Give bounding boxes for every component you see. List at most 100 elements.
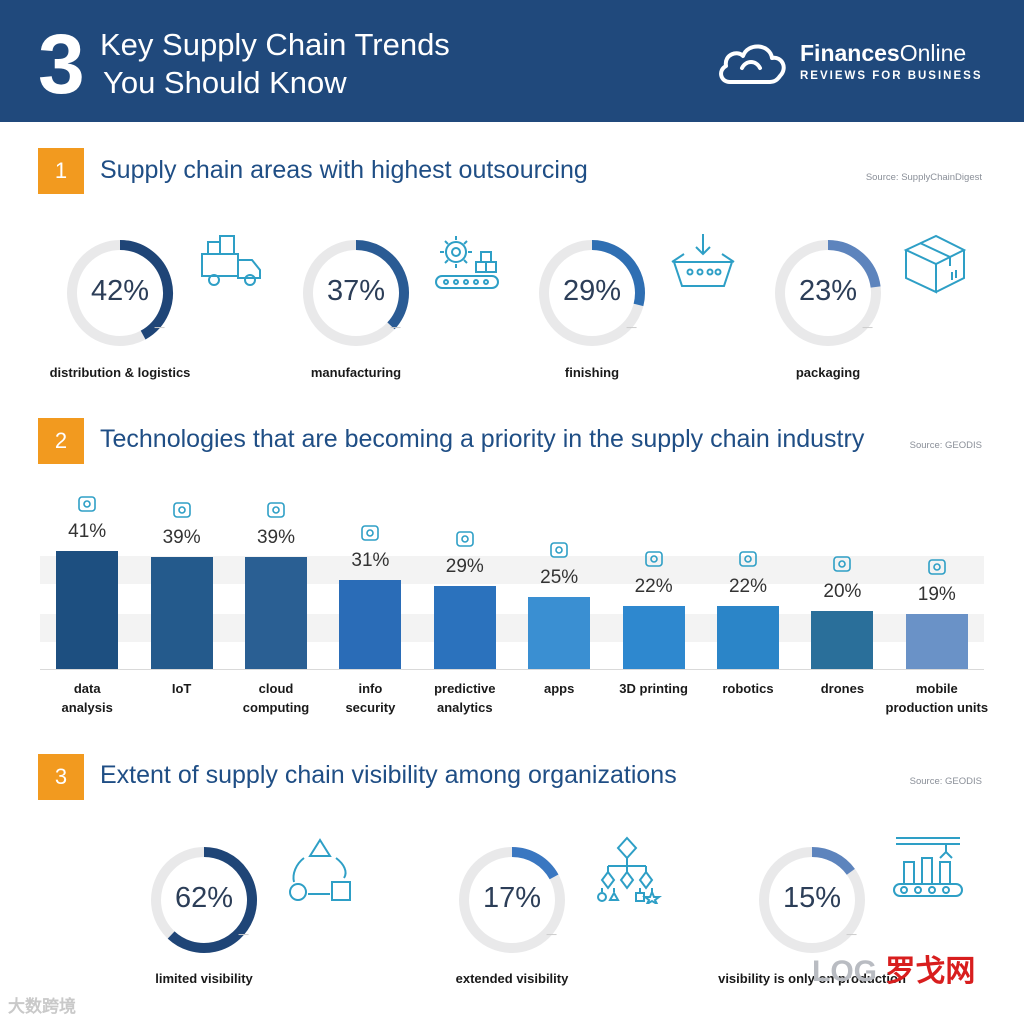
box-icon (903, 234, 967, 294)
bar (905, 614, 968, 669)
tech-icon-shape (272, 505, 280, 514)
tech-icon-shape (455, 530, 474, 547)
tech-icon (550, 542, 568, 558)
bar-category-label-line: 3D printing (619, 681, 688, 696)
tech-icon-shape (555, 546, 563, 554)
donut-value: 15% (782, 882, 842, 914)
donut-category-label: distribution & logistics (49, 365, 191, 380)
donut-category-label: finishing (564, 365, 620, 380)
tech-icon-shape (838, 560, 847, 569)
bar-category-label-line: predictive (434, 681, 496, 696)
watermark-left: 大数跨境 (8, 997, 76, 1016)
section-1-number: 1 (38, 148, 84, 194)
cloud-logo-icon (719, 44, 786, 84)
donut-arc (511, 847, 559, 880)
tech-icon-shape (739, 550, 757, 567)
tech-icon-shape (644, 550, 663, 567)
tech-icon (739, 550, 757, 567)
donut-value: 62% (174, 882, 234, 914)
section-1-title: Supply chain areas with highest outsourc… (100, 156, 588, 184)
bar (339, 579, 402, 669)
bar-value-label: 39% (256, 526, 296, 548)
donut-ring (151, 847, 257, 953)
donut-category-label: packaging (795, 365, 861, 380)
bar-category-label-line: security (345, 700, 396, 715)
donut-arc (119, 240, 173, 340)
tech-icon (455, 530, 474, 547)
brand-name: FinancesOnline (800, 40, 967, 66)
cycle-shapes-icon (289, 838, 351, 901)
tech-icon (833, 556, 852, 573)
section-3-title: Extent of supply chain visibility among … (100, 761, 677, 789)
section-2-title: Technologies that are becoming a priorit… (100, 425, 865, 453)
donut-value: 37% (326, 275, 386, 307)
header-banner: 3 Key Supply Chain Trends You Should Kno… (0, 0, 1024, 122)
bar (150, 556, 213, 669)
tech-icon-shape (744, 554, 752, 563)
bar-value-label: 29% (445, 555, 484, 577)
donut-arc (591, 240, 645, 307)
donut-ring (303, 240, 409, 346)
header-number: 3 (38, 17, 85, 111)
page-title: Key Supply Chain Trends You Should Know (100, 26, 450, 102)
tech-icon-shape (83, 500, 91, 508)
tech-icon-shape (550, 542, 568, 558)
bar-category-label: mobile production units (882, 679, 992, 717)
tech-icon (361, 524, 380, 541)
section-2-number: 2 (38, 418, 84, 464)
bar-category-label: cloud computing (221, 679, 331, 717)
bar (433, 585, 496, 669)
tech-icon-shape (649, 554, 658, 563)
bar-category-label-line: drones (820, 681, 865, 696)
bar-category-label: apps (504, 679, 614, 698)
bar-value-label: 22% (728, 575, 768, 597)
bar (245, 556, 307, 669)
bar-category-label: 3D printing (599, 679, 709, 698)
tech-icon-shape (267, 501, 285, 518)
bar (622, 605, 685, 669)
donut-ring (539, 240, 645, 346)
bar-category-label: predictive analytics (410, 679, 520, 717)
donut-value: 17% (482, 882, 542, 914)
donut-category-label: manufacturing (310, 365, 402, 380)
donut-arc (355, 240, 409, 330)
bar-category-label-line: production units (885, 700, 989, 715)
donut-value: 42% (90, 275, 150, 307)
tech-icon-shape (932, 563, 941, 572)
tech-icon (172, 501, 191, 518)
bar-category-label-line: info (358, 681, 383, 696)
bar-category-label-line: cloud (258, 681, 294, 696)
bar-category-label: IoT (127, 679, 237, 698)
tech-icon (78, 496, 96, 512)
tech-icon-shape (361, 524, 380, 541)
watermark-right: LOG 罗戈网 (812, 955, 976, 988)
title-line-1: Key Supply Chain Trends (100, 27, 450, 62)
bar-category-label-line: IoT (171, 681, 192, 696)
production-line-icon (893, 837, 963, 897)
gear-conveyor-icon (435, 236, 499, 289)
section-2-source: Source: GEODIS (909, 440, 982, 451)
tech-icon-shape (177, 505, 186, 514)
bar (56, 551, 119, 669)
bar-category-label: info security (315, 679, 425, 717)
donut-value: 23% (798, 275, 858, 307)
truck-icon (201, 235, 261, 286)
tree-diagram-icon (597, 836, 662, 904)
donut-ring (759, 847, 865, 953)
bar-category-label-line: apps (544, 681, 575, 696)
donut-category-label: limited visibility (155, 971, 253, 986)
donut-category-label: extended visibility (455, 971, 569, 986)
donut-ring (459, 847, 565, 953)
technology-bar-chart: 41% data analysis 39% IoT 39% cloud computing 31… (40, 470, 988, 720)
basket-icon (671, 234, 735, 287)
tech-icon-shape (927, 559, 946, 576)
bar-category-label-line: computing (242, 700, 310, 715)
bar-value-label: 22% (634, 575, 673, 597)
bar-category-label: drones (787, 679, 897, 698)
donut-category-label: visibility is only on production (718, 971, 906, 986)
donut-arc (827, 240, 881, 288)
bar-category-label-line: analytics (436, 700, 493, 715)
tech-icon-shape (460, 534, 469, 543)
bar-value-label: 20% (823, 581, 862, 603)
section-3-source: Source: GEODIS (909, 776, 982, 787)
